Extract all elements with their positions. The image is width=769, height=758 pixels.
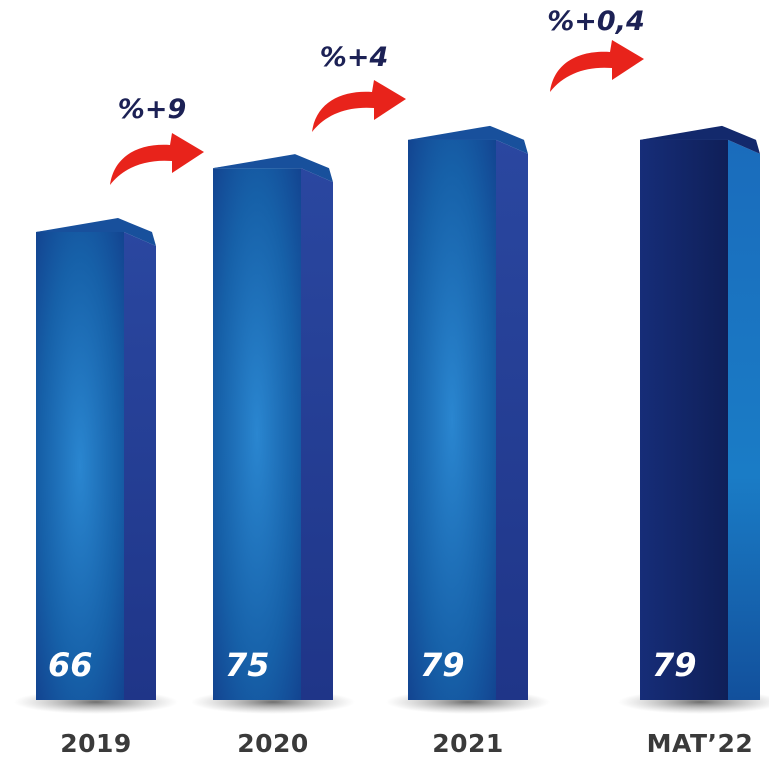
bar-2019 <box>36 218 156 700</box>
bar-side-face <box>728 139 760 700</box>
growth-label: %+4 <box>320 42 388 73</box>
bar-2021 <box>408 125 528 700</box>
bar-top-face <box>640 125 760 154</box>
bar-side-face <box>124 232 156 700</box>
value-label: 79 <box>652 646 697 684</box>
bar-mat22 <box>640 125 760 700</box>
value-label: 75 <box>225 646 270 684</box>
category-label: MAT’22 <box>647 729 754 758</box>
bar-front-face <box>213 168 301 700</box>
bar-front-face <box>640 139 728 700</box>
category-label: 2020 <box>237 729 309 758</box>
value-label: 79 <box>420 646 465 684</box>
category-label: 2019 <box>60 729 132 758</box>
bar-side-face <box>496 139 528 700</box>
bar-2020 <box>213 154 333 700</box>
category-label: 2021 <box>432 729 504 758</box>
bar-side-face <box>301 168 333 700</box>
bar-top-face <box>36 218 156 246</box>
bar-top-face <box>408 125 528 154</box>
growth-arrow-icon <box>110 133 204 185</box>
growth-label: %+0,4 <box>547 6 645 37</box>
growth-label: %+9 <box>118 94 186 125</box>
growth-arrow-icon <box>550 40 644 92</box>
value-label: 66 <box>48 646 93 684</box>
growth-arrow-icon <box>312 80 406 132</box>
bar-front-face <box>408 139 496 700</box>
bar-top-face <box>213 154 333 183</box>
bar-front-face <box>36 232 124 700</box>
